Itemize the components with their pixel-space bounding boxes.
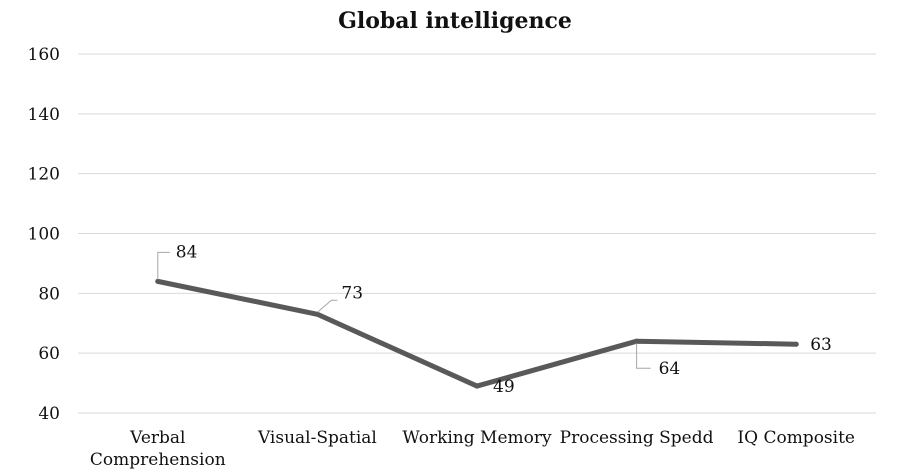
x-category-label: IQ Composite <box>737 428 855 448</box>
x-category-label: Processing Spedd <box>560 428 714 448</box>
x-category-label: Working Memory <box>402 428 552 448</box>
x-axis-category-labels: Verbal Comprehension Visual-Spatial Working… <box>90 428 855 470</box>
y-tick-label: 100 <box>28 225 60 245</box>
data-point <box>155 278 161 284</box>
data-label: 64 <box>659 359 681 379</box>
data-label: 84 <box>176 242 198 262</box>
y-tick-label: 160 <box>28 45 60 65</box>
x-category-label: Verbal Comprehension <box>90 428 226 470</box>
data-point <box>793 341 799 347</box>
data-series <box>155 278 799 389</box>
y-tick-label: 140 <box>28 105 60 125</box>
data-point <box>474 383 480 389</box>
y-tick-label: 40 <box>38 404 60 424</box>
data-labels: 84 73 49 64 63 <box>157 242 832 397</box>
chart-title: Global intelligence <box>338 8 572 34</box>
data-label-leader <box>636 343 651 369</box>
data-point <box>314 311 320 317</box>
data-label-leader <box>157 251 170 280</box>
data-point <box>634 338 640 344</box>
data-label: 49 <box>493 377 515 397</box>
y-axis-tick-labels: 40 60 80 100 120 140 160 <box>28 45 60 424</box>
y-tick-label: 120 <box>28 165 60 185</box>
series-line <box>155 278 799 389</box>
x-category-label: Visual-Spatial <box>257 428 377 448</box>
y-tick-label: 60 <box>38 344 60 364</box>
data-label: 73 <box>341 283 363 303</box>
data-label-leader <box>317 299 338 313</box>
y-tick-label: 80 <box>38 284 60 304</box>
gridlines <box>78 53 876 414</box>
data-label: 63 <box>810 335 832 355</box>
